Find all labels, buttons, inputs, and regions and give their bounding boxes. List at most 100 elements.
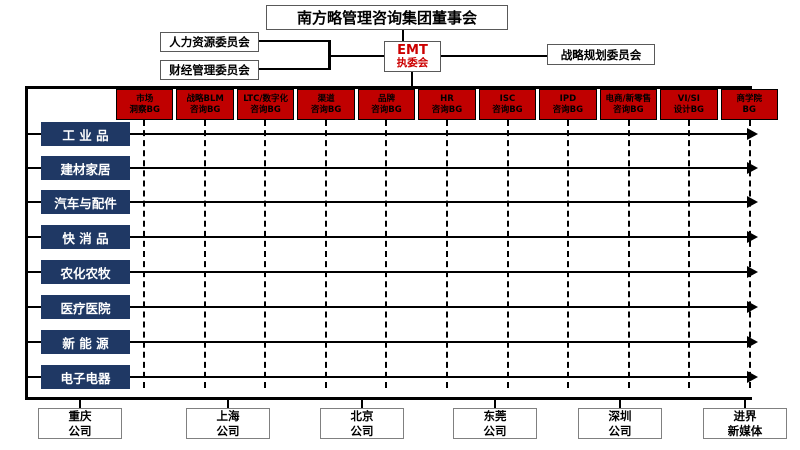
industry-box: 电子电器 [41, 365, 130, 389]
row-arrowhead-icon [747, 162, 758, 174]
emt-sublabel: 执委会 [396, 56, 429, 69]
company-connector [361, 399, 363, 409]
company-box: 深圳 公司 [578, 408, 662, 439]
bg-unit-box: VI/SI 设计BG [660, 89, 718, 120]
company-line1: 深圳 [608, 409, 632, 424]
company-connector [744, 399, 746, 409]
matrix-frame-top-border [25, 86, 752, 89]
row-arrowhead-icon [747, 128, 758, 140]
bg-unit-line2: 咨询BG [431, 104, 463, 115]
row-line [25, 236, 749, 238]
industry-row: 快 消 品 [25, 225, 758, 249]
row-line [25, 376, 749, 378]
bg-unit-box: ISC 咨询BG [478, 89, 537, 120]
bg-unit-line2: 咨询BG [492, 104, 523, 115]
bg-unit-line1: 电商/新零售 [605, 93, 652, 104]
bg-unit-box: 市场 洞察BG [116, 89, 174, 120]
company-box: 进界 新媒体 [703, 408, 787, 439]
company-line2: 公司 [350, 423, 374, 438]
industry-box: 快 消 品 [41, 225, 130, 249]
bg-unit-box: LTC/数字化 咨询BG [236, 89, 295, 120]
emt-box: EMT 执委会 [384, 41, 441, 72]
bg-unit-line2: 咨询BG [371, 104, 402, 115]
bg-unit-line2: 洞察BG [129, 104, 160, 115]
finance-committee-connector [259, 68, 330, 70]
board-to-emt-connector [402, 30, 404, 41]
row-arrowhead-icon [747, 336, 758, 348]
strategy-committee-box: 战略规划委员会 [547, 44, 655, 65]
bg-unit-line1: 战略BLM [186, 93, 224, 104]
bg-unit-line2: 咨询BG [552, 104, 584, 115]
company-connector [494, 399, 496, 409]
bg-unit-line1: 商学院 [736, 93, 763, 104]
bg-unit-box: 电商/新零售 咨询BG [599, 89, 658, 120]
bg-unit-line1: LTC/数字化 [243, 93, 288, 104]
bg-unit-box: 品牌 咨询BG [357, 89, 416, 120]
company-line1: 北京 [350, 409, 374, 424]
bg-unit-line2: 咨询BG [310, 104, 342, 115]
row-arrowhead-icon [747, 371, 758, 383]
industry-row: 工 业 品 [25, 122, 758, 146]
industry-row: 新 能 源 [25, 330, 758, 354]
row-line [25, 306, 749, 308]
industry-box: 新 能 源 [41, 330, 130, 354]
company-box: 东莞 公司 [453, 408, 537, 439]
bg-units-row: 市场 洞察BG 战略BLM 咨询BG LTC/数字化 咨询BG 渠道 咨询BG 品牌 咨询… [116, 89, 778, 120]
matrix-frame-left-border [25, 86, 28, 400]
bg-unit-box: 商学院 BG [720, 89, 778, 120]
bus-to-emt-connector [331, 55, 384, 57]
row-arrowhead-icon [747, 301, 758, 313]
committee-bus-line [328, 40, 331, 70]
emt-to-matrix-connector [411, 72, 413, 87]
company-line1: 上海 [216, 409, 240, 424]
finance-committee-box: 财经管理委员会 [160, 60, 259, 80]
row-line [25, 271, 749, 273]
industry-box: 工 业 品 [41, 122, 130, 146]
row-arrowhead-icon [747, 196, 758, 208]
company-connector [227, 399, 229, 409]
bg-unit-line1: VI/SI [677, 93, 700, 104]
company-connector [619, 399, 621, 409]
row-arrowhead-icon [747, 266, 758, 278]
industry-row: 医疗医院 [25, 295, 758, 319]
company-line1: 进界 [733, 409, 757, 424]
company-line2: 新媒体 [727, 423, 763, 438]
matrix-frame-bottom-border [25, 397, 752, 400]
row-line [25, 201, 749, 203]
bg-unit-line2: 咨询BG [250, 104, 281, 115]
industry-row: 农化农牧 [25, 260, 758, 284]
bg-unit-box: HR 咨询BG [418, 89, 476, 120]
company-box: 上海 公司 [186, 408, 270, 439]
row-line [25, 167, 749, 169]
board-title-box: 南方略管理咨询集团董事会 [266, 5, 508, 30]
bg-unit-box: 战略BLM 咨询BG [176, 89, 234, 120]
industry-row: 建材家居 [25, 156, 758, 180]
emt-label: EMT [397, 42, 428, 58]
bg-unit-box: 渠道 咨询BG [297, 89, 355, 120]
bg-unit-line1: 品牌 [378, 93, 396, 104]
row-arrowhead-icon [747, 231, 758, 243]
industry-box: 农化农牧 [41, 260, 130, 284]
hr-committee-connector [259, 40, 330, 42]
bg-unit-line1: IPD [559, 93, 577, 104]
bg-unit-box: IPD 咨询BG [539, 89, 597, 120]
bg-unit-line1: ISC [499, 93, 516, 104]
company-box: 重庆 公司 [38, 408, 122, 439]
hr-committee-box: 人力资源委员会 [160, 32, 259, 52]
industry-box: 汽车与配件 [41, 190, 130, 214]
industry-row: 电子电器 [25, 365, 758, 389]
industry-box: 建材家居 [41, 156, 130, 180]
company-line2: 公司 [216, 423, 240, 438]
row-line [25, 341, 749, 343]
row-line [25, 133, 749, 135]
company-line1: 重庆 [68, 409, 92, 424]
bg-unit-line1: HR [440, 93, 454, 104]
company-box: 北京 公司 [320, 408, 404, 439]
industry-box: 医疗医院 [41, 295, 130, 319]
company-line2: 公司 [483, 423, 507, 438]
bg-unit-line2: 咨询BG [613, 104, 644, 115]
emt-to-strategy-connector [441, 55, 547, 57]
company-line1: 东莞 [483, 409, 507, 424]
company-line2: 公司 [68, 423, 92, 438]
